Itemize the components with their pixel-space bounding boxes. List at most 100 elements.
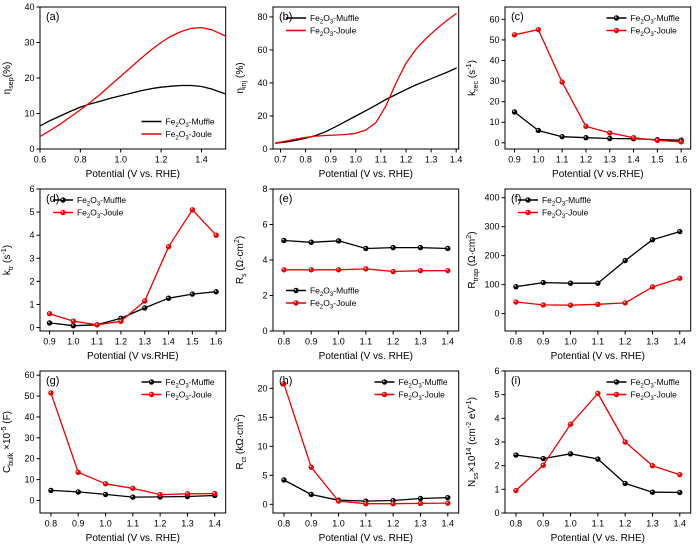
y-tick-label: 2	[29, 276, 34, 286]
series-muffle	[280, 237, 451, 252]
data-point-marker	[46, 310, 53, 317]
data-point-marker	[568, 280, 574, 286]
legend-label: Fe2O3-Muffle	[631, 13, 680, 25]
x-tick-label: 1.1	[556, 154, 569, 164]
y-tick-label: 4	[29, 230, 34, 240]
y-tick-label: 20	[24, 454, 34, 464]
data-point-marker	[280, 267, 287, 273]
data-point-marker	[213, 232, 219, 238]
panel-g: 0.8 0.9 1.0 1.1 1.2 1.3 1.4 0 10 20 30 40 50 60 Potent…	[0, 364, 233, 546]
y-tick-label: 1	[495, 484, 500, 494]
data-point-marker	[417, 267, 423, 274]
y-tick-label: 5	[495, 390, 500, 400]
x-tick-label: 1.6	[675, 154, 688, 164]
x-tick-label: 0.9	[324, 154, 337, 164]
x-tick-label: 1.1	[359, 336, 372, 346]
x-axis-label: Potential (V vs.RHE)	[87, 351, 179, 362]
x-tick-label: 1.3	[647, 336, 660, 346]
y-tick-label: 60	[24, 370, 34, 380]
y-tick-label: 40	[24, 2, 34, 12]
data-point-marker	[513, 283, 519, 290]
data-point-marker	[595, 301, 601, 308]
x-tick-label: 0.8	[277, 518, 290, 528]
x-axis-label: Potential (V vs. RHE)	[318, 169, 412, 180]
data-point-marker	[102, 481, 109, 487]
panel-tag: (h)	[279, 375, 292, 387]
panel-tag: (c)	[511, 11, 524, 23]
data-point-marker	[622, 257, 629, 264]
y-tick-label: 40	[24, 412, 34, 422]
panel-e-chart: 0.8 0.9 1.0 1.1 1.2 1.3 1.4 0 2 4 6 8 Potential (V v…	[233, 184, 459, 362]
y-tick-label: 0	[262, 144, 267, 154]
x-tick-label: 0.8	[277, 336, 290, 346]
data-point-marker	[677, 489, 683, 496]
x-tick-label: 0.9	[537, 518, 550, 528]
data-point-marker	[559, 79, 566, 85]
x-tick-label: 1.3	[181, 518, 194, 528]
panel-a-chart: 0.6 0.8 1.0 1.2 1.4 0 10 20 30 40 Potential (V vs.…	[2, 2, 227, 180]
x-tick-label: 1.1	[359, 518, 372, 528]
y-tick-label: 300	[485, 222, 500, 232]
data-point-marker	[335, 267, 341, 273]
data-point-marker	[583, 134, 589, 141]
legend-label: Fe2O3-Joule	[398, 390, 445, 402]
x-tick-label: 0.8	[74, 154, 87, 164]
panel-tag: (e)	[279, 193, 292, 205]
series-joule	[39, 26, 227, 138]
x-tick-label: 1.6	[210, 336, 223, 346]
data-point-marker	[60, 197, 66, 203]
x-tick-label: 0.9	[537, 336, 550, 346]
y-tick-label: 50	[24, 391, 34, 401]
x-tick-label: 1.0	[99, 518, 112, 528]
panel-d-chart: 0.9 1.0 1.1 1.2 1.3 1.4 1.5 1.6 0 1 2 3 4 5 6 Potential…	[0, 184, 227, 362]
data-point-marker	[308, 239, 314, 245]
x-tick-label: 0.8	[510, 336, 522, 346]
data-point-marker	[622, 300, 629, 306]
data-point-marker	[165, 244, 172, 250]
panel-h-chart: 0.8 0.9 1.0 1.1 1.2 1.3 1.4 0 5 10 15 20 Potential (…	[233, 370, 459, 544]
x-tick-label: 1.2	[387, 336, 400, 346]
x-tick-label: 1.3	[647, 518, 660, 528]
x-tick-label: 0.7	[274, 154, 287, 164]
data-point-marker	[94, 322, 100, 328]
x-tick-label: 1.1	[91, 336, 104, 346]
y-axis-label: Rtrap (Ω·cm2)	[465, 231, 480, 288]
legend-label: Fe2O3-Muffle	[310, 13, 359, 25]
y-tick-label: 5	[262, 470, 267, 480]
data-point-marker	[595, 280, 601, 286]
x-tick-label: 0.6	[34, 154, 47, 164]
data-point-marker	[650, 489, 656, 495]
data-point-marker	[417, 495, 423, 502]
x-tick-label: 1.1	[374, 154, 387, 164]
x-tick-label: 1.5	[651, 154, 664, 164]
y-tick-label: 30	[24, 38, 34, 48]
panel-h: 0.8 0.9 1.0 1.1 1.2 1.3 1.4 0 5 10 15 20 Potential (…	[233, 364, 466, 546]
data-point-marker	[390, 268, 396, 275]
data-point-marker	[213, 289, 219, 295]
series-joule	[280, 381, 451, 507]
y-tick-label: 10	[24, 108, 34, 118]
data-point-marker	[75, 489, 81, 495]
panel-f: 0.8 0.9 1.0 1.1 1.2 1.3 1.4 0 100 200 300 400 Potent…	[465, 182, 698, 364]
x-tick-label: 1.3	[424, 154, 437, 164]
y-axis-label: ktr (s-1)	[0, 245, 15, 275]
legend-label: Fe2O3-Joule	[310, 26, 357, 38]
x-tick-label: 1.2	[115, 336, 128, 346]
y-tick-label: 3	[29, 253, 34, 263]
y-tick-label: 6	[262, 220, 267, 230]
panel-g-chart: 0.8 0.9 1.0 1.1 1.2 1.3 1.4 0 10 20 30 40 50 60 Potent…	[0, 370, 227, 544]
series-muffle	[513, 228, 683, 290]
x-tick-label: 1.1	[592, 336, 605, 346]
series-joule	[512, 26, 685, 145]
legend-label: Fe2O3-Muffle	[310, 285, 359, 297]
data-point-marker	[540, 462, 547, 468]
x-tick-label: 1.4	[209, 518, 222, 528]
x-tick-label: 1.4	[450, 154, 463, 164]
data-point-marker	[308, 491, 314, 498]
x-tick-label: 1.0	[349, 154, 362, 164]
